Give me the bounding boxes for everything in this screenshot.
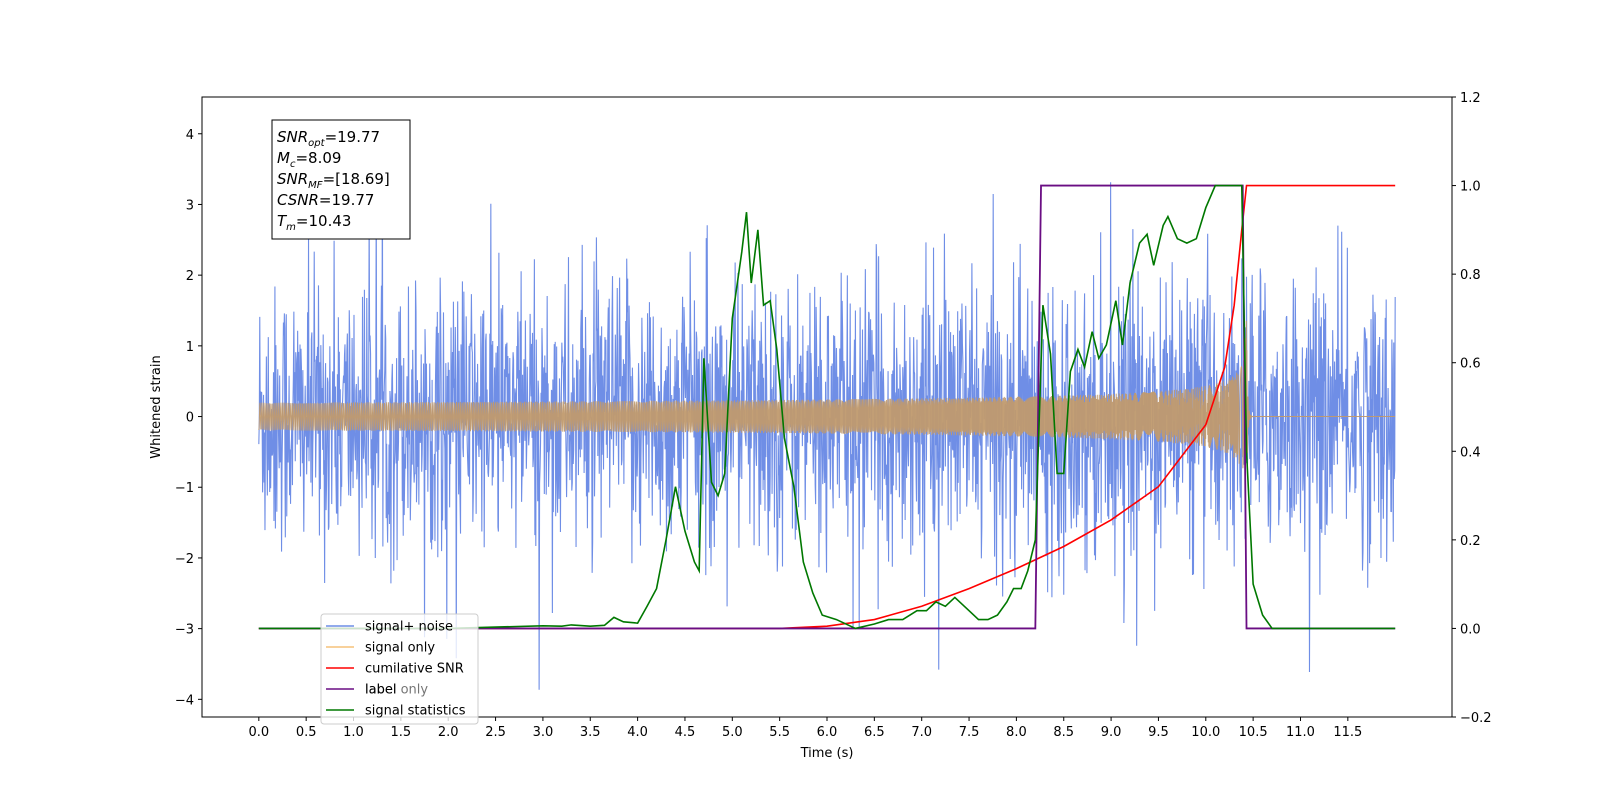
y-axis-label: Whitened strain (149, 355, 164, 458)
legend-frame (320, 613, 479, 725)
x-tick-label: 9.5 (1148, 725, 1169, 740)
series-signal-statistics (258, 184, 1396, 630)
info-symbol: T (277, 212, 288, 230)
legend-label: signal statistics (365, 704, 466, 719)
y2-tick-label: −0.2 (1460, 711, 1492, 726)
x-tick-label: 0.5 (296, 725, 317, 740)
y-tick-label: −4 (175, 693, 194, 708)
x-tick-label: 10.5 (1239, 725, 1268, 740)
info-value: =19.77 (325, 128, 381, 146)
x-axis-label: Time (s) (800, 746, 854, 761)
y-tick-label: −3 (175, 623, 194, 638)
x-tick-label: 4.0 (627, 725, 648, 740)
x-tick-label: 0.0 (248, 725, 269, 740)
x-tick-label: 5.0 (722, 725, 743, 740)
legend-label: cumilative SNR (365, 662, 464, 677)
x-tick-label: 4.5 (675, 725, 696, 740)
info-value: =[18.69] (323, 170, 390, 188)
info-line: CSNR=19.77 (277, 191, 374, 209)
x-tick-label: 3.0 (533, 725, 554, 740)
y2-tick-label: 0.4 (1460, 445, 1481, 460)
x-tick-label: 7.0 (911, 725, 932, 740)
info-box: SNRopt=19.77Mc=8.09SNRMF=[18.69]CSNR=19.… (271, 119, 411, 240)
info-value: =8.09 (295, 149, 341, 167)
legend: signal+ noise signal only cumilative SNR la… (320, 613, 479, 725)
x-tick-label: 3.5 (580, 725, 601, 740)
x-tick-label: 7.5 (959, 725, 980, 740)
x-tick-label: 1.0 (343, 725, 364, 740)
info-symbol: M (277, 149, 290, 167)
y2-tick-label: 0.6 (1460, 357, 1481, 372)
info-value: =19.77 (319, 191, 375, 209)
y-tick-label: 4 (186, 128, 194, 143)
y2-tick-label: 0.0 (1460, 622, 1481, 637)
y-tick-label: −1 (175, 481, 194, 496)
legend-label: signal+ noise (365, 620, 453, 635)
info-subscript: MF (308, 180, 323, 191)
info-symbol: SNR (277, 128, 308, 146)
y-tick-label: 1 (186, 340, 194, 355)
info-subscript: m (286, 222, 296, 233)
info-line: SNRMF=[18.69] (277, 170, 390, 191)
x-tick-label: 9.0 (1101, 725, 1122, 740)
series-cumulative-snr (258, 184, 1396, 630)
y2-tick-label: 1.2 (1460, 91, 1481, 106)
info-line: SNRopt=19.77 (277, 128, 380, 149)
info-subscript: c (290, 159, 296, 170)
axes-layer: 0.0 0.5 1.0 1.5 2.0 2.5 3.0 3.5 4.0 4.5 5.0 5.5 6.0 6… (175, 91, 1492, 740)
x-tick-label: 2.5 (485, 725, 506, 740)
x-tick-label: 8.0 (1006, 725, 1027, 740)
y-tick-label: 0 (186, 411, 194, 426)
y-tick-label: 3 (186, 198, 194, 213)
y2-tick-label: 1.0 (1460, 180, 1481, 195)
legend-label: label (365, 683, 396, 698)
x-tick-label: 5.5 (769, 725, 790, 740)
info-line: Mc=8.09 (277, 149, 341, 170)
info-box-frame (271, 119, 411, 240)
x-tick-label: 2.0 (438, 725, 459, 740)
info-value: =10.43 (296, 212, 352, 230)
x-tick-label: 6.0 (817, 725, 838, 740)
series-layer (258, 154, 1396, 690)
legend-label: signal only (365, 641, 435, 656)
x-tick-label: 11.0 (1286, 725, 1315, 740)
x-tick-label: 6.5 (864, 725, 885, 740)
x-tick-label: 11.5 (1333, 725, 1362, 740)
info-subscript: opt (308, 138, 325, 149)
x-tick-label: 10.0 (1191, 725, 1220, 740)
info-symbol: SNR (277, 170, 308, 188)
y2-tick-label: 0.8 (1460, 268, 1481, 283)
x-tick-label: 8.5 (1053, 725, 1074, 740)
legend-label: label only (365, 683, 428, 698)
info-symbol: CSNR (277, 191, 319, 209)
y-tick-label: −2 (175, 552, 194, 567)
y-tick-label: 2 (186, 269, 194, 284)
info-line: Tm=10.43 (277, 212, 351, 233)
y2-tick-label: 0.2 (1460, 534, 1481, 549)
x-tick-label: 1.5 (391, 725, 412, 740)
